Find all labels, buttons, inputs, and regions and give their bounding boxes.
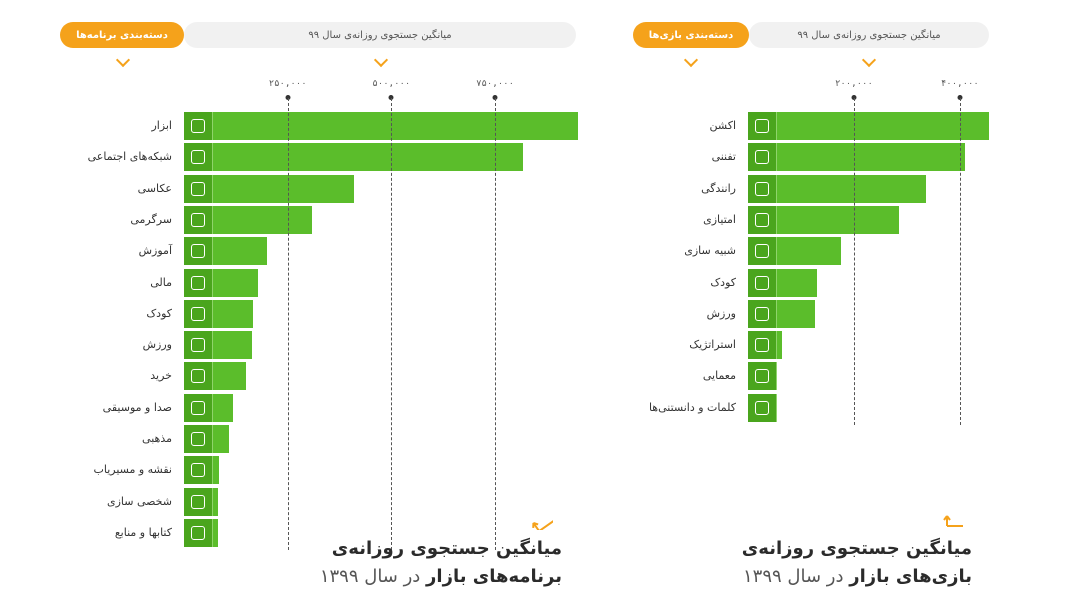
cart-icon — [184, 362, 213, 391]
tick-label: ۲۵۰,۰۰۰ — [268, 79, 307, 89]
letters-icon — [748, 393, 777, 422]
category-label: ورزش — [706, 306, 736, 320]
tools-icon — [184, 112, 213, 140]
category-label: خرید — [150, 369, 172, 383]
category-label: صدا و موسیقی — [102, 400, 172, 414]
graduation-cap-icon — [184, 237, 213, 266]
games-footer-rest: در سال ۱۳۹۹ — [743, 566, 850, 587]
apps-metric-chevron-icon — [373, 52, 389, 68]
vr-goggles-icon — [748, 237, 777, 266]
gridline — [287, 98, 289, 551]
question-icon — [748, 362, 777, 391]
tick-dot — [388, 95, 394, 100]
tick-dot — [285, 95, 291, 100]
games-footer-bold: بازی‌های بازار — [849, 566, 972, 587]
book-icon — [184, 518, 213, 547]
tick-dot — [851, 95, 857, 100]
wallet-icon — [184, 268, 213, 297]
soccer-ball-icon — [748, 299, 777, 328]
apps-arrow-icon — [532, 519, 553, 530]
category-label: سرگرمی — [130, 212, 172, 226]
games-footer-subtitle: بازی‌های بازار در سال ۱۳۹۹ — [743, 566, 972, 587]
gridline — [959, 98, 961, 425]
tick-label: ۴۰۰,۰۰۰ — [940, 79, 979, 89]
category-label: شبکه‌های اجتماعی — [87, 150, 172, 164]
category-label: امتیازی — [703, 212, 736, 226]
gridline — [391, 98, 393, 551]
apps-footer-subtitle: برنامه‌های بازار در سال ۱۳۹۹ — [320, 566, 562, 587]
gridline — [853, 98, 855, 425]
tick-label: ۷۵۰,۰۰۰ — [476, 79, 515, 89]
basketball-icon — [184, 331, 213, 360]
bar — [748, 174, 926, 203]
pinwheel-icon — [184, 299, 213, 328]
bar — [184, 143, 523, 172]
category-label: شخصی سازی — [106, 494, 172, 508]
tick-label: ۲۰۰,۰۰۰ — [834, 79, 873, 89]
category-label: ابزار — [151, 119, 172, 132]
category-label: اکشن — [709, 119, 736, 132]
games-metric-header: میانگین جستجوی روزانه‌ی سال ۹۹ — [749, 22, 989, 48]
category-label: تفننی — [711, 150, 736, 164]
category-label: کلمات و دانستنی‌ها — [648, 400, 736, 414]
music-icon — [184, 393, 213, 422]
apps-metric-header: میانگین جستجوی روزانه‌ی سال ۹۹ — [184, 22, 576, 48]
steering-wheel-icon — [748, 174, 777, 203]
games-footer-title: میانگین جستجوی روزانه‌ی — [741, 538, 972, 559]
tictactoe-icon — [748, 143, 777, 172]
category-label: مالی — [150, 275, 172, 289]
bar — [748, 143, 966, 172]
apps-chart-panel: دسته‌بندی برنامه‌ها میانگین جستجوی روزان… — [60, 22, 578, 587]
social-icon — [184, 143, 213, 172]
tick-dot — [957, 95, 963, 100]
category-label: رانندگی — [701, 181, 736, 195]
tick-dot — [492, 95, 498, 100]
games-arrow-icon — [943, 515, 963, 527]
category-label: ورزش — [142, 338, 172, 352]
category-label: کودک — [146, 306, 172, 320]
trophy-icon — [748, 205, 777, 234]
gridline — [495, 98, 497, 551]
bar — [748, 112, 989, 140]
games-metric-chevron-icon — [861, 52, 877, 68]
category-label: شبیه سازی — [684, 244, 736, 258]
bar — [184, 112, 578, 140]
games-category-chevron-icon — [683, 52, 699, 68]
category-label: کودک — [710, 275, 736, 289]
castle-icon — [748, 331, 777, 360]
gun-icon — [748, 112, 777, 140]
category-label: مذهبی — [142, 432, 172, 445]
apps-footer-rest: در سال ۱۳۹۹ — [319, 566, 427, 587]
camera-icon — [184, 174, 213, 203]
category-label: عکاسی — [137, 181, 172, 195]
apps-category-chevron-icon — [115, 52, 131, 68]
apps-category-pill: دسته‌بندی برنامه‌ها — [60, 22, 184, 48]
puzzle-icon — [184, 205, 213, 234]
category-label: استراتژیک — [689, 338, 736, 352]
apps-footer-bold: برنامه‌های بازار — [426, 566, 562, 587]
car-icon — [184, 456, 213, 485]
category-label: کتابها و منابع — [114, 525, 172, 539]
pinwheel-icon — [748, 268, 777, 297]
games-chart-panel: دسته‌بندی بازی‌ها میانگین جستجوی روزانه‌… — [600, 0, 1080, 608]
apps-footer-title: میانگین جستجوی روزانه‌ی — [331, 538, 562, 559]
games-category-pill: دسته‌بندی بازی‌ها — [633, 22, 749, 48]
category-label: آموزش — [138, 244, 172, 258]
category-label: معمایی — [702, 369, 736, 383]
tick-label: ۵۰۰,۰۰۰ — [372, 79, 411, 89]
mosque-icon — [184, 425, 213, 453]
image-icon — [184, 487, 213, 516]
category-label: نقشه و مسیریاب — [93, 463, 172, 477]
